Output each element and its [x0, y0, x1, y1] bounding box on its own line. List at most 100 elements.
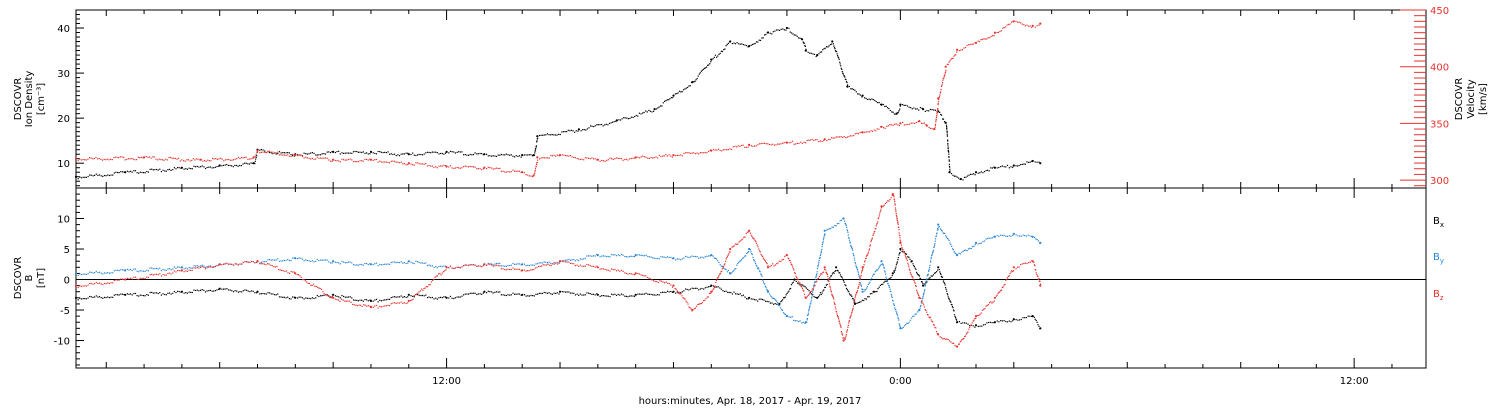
trace-dot-velocity [747, 146, 749, 148]
trace-dot-ion-density [804, 45, 806, 47]
trace-dot-by [767, 290, 769, 292]
trace-dot-velocity [237, 156, 239, 158]
trace-dot-bz [856, 291, 858, 293]
trace-dot-velocity [463, 166, 465, 168]
trace-dot-velocity [627, 159, 629, 161]
trace-dot-velocity [354, 161, 356, 163]
trace-dot-velocity [106, 158, 108, 160]
trace-dot-by [390, 261, 392, 264]
trace-dot-by [107, 272, 109, 274]
trace-dot-bx [298, 296, 300, 298]
trace-dot-by [1000, 234, 1002, 236]
trace-dot-by [945, 235, 947, 237]
trace-dot-by [821, 246, 823, 248]
trace-dot-by [89, 271, 91, 273]
trace-dot-bz [262, 263, 264, 265]
trace-dot-bx [838, 272, 840, 274]
trace-dot-bz [352, 303, 354, 305]
trace-dot-bx [193, 289, 195, 291]
trace-dot-by [303, 260, 305, 262]
trace-dot-velocity [293, 153, 295, 156]
trace-dot-bx [884, 280, 886, 282]
trace-dot-ion-density [665, 100, 667, 102]
trace-dot-bx [221, 288, 223, 290]
trace-dot-by [827, 228, 829, 230]
trace-dot-ion-density [583, 129, 585, 131]
trace-dot-ion-density [838, 58, 840, 60]
trace-dot-bz [832, 297, 834, 299]
data-point-velocity [748, 143, 751, 146]
trace-dot-by [891, 295, 893, 297]
trace-dot-velocity [346, 159, 348, 161]
trace-dot-by [836, 223, 839, 225]
trace-dot-ion-density [232, 166, 234, 168]
trace-dot-velocity [818, 141, 820, 143]
trace-dot-velocity [202, 160, 204, 162]
trace-dot-bz [173, 270, 175, 272]
trace-dot-bz [216, 265, 218, 267]
data-point-by [1012, 232, 1015, 235]
trace-dot-ion-density [696, 77, 698, 80]
trace-dot-ion-density [126, 170, 128, 172]
trace-dot-ion-density [882, 103, 884, 106]
trace-dot-ion-density [905, 104, 907, 106]
trace-dot-by [380, 264, 382, 266]
trace-dot-bz [241, 263, 243, 265]
trace-dot-velocity [487, 166, 489, 168]
trace-dot-bz [963, 337, 965, 340]
trace-dot-by [880, 263, 882, 265]
trace-dot-velocity [534, 169, 536, 172]
trace-dot-by [856, 269, 859, 271]
trace-dot-by [686, 256, 688, 258]
trace-dot-bx [525, 295, 527, 297]
trace-dot-bz [276, 265, 278, 268]
trace-dot-by [334, 261, 336, 263]
trace-dot-bx [497, 291, 499, 293]
data-point-bz [558, 260, 562, 263]
trace-dot-ion-density [615, 120, 617, 122]
data-point-ion-density [861, 94, 864, 97]
trace-dot-velocity [853, 134, 855, 137]
trace-dot-bz [541, 265, 543, 267]
trace-dot-bz [421, 288, 423, 290]
trace-dot-bx [1001, 320, 1003, 322]
trace-dot-bz [244, 261, 246, 263]
trace-dot-bx [819, 292, 821, 294]
trace-dot-velocity [387, 161, 389, 163]
trace-dot-by [168, 268, 171, 270]
trace-dot-bx [242, 290, 244, 292]
trace-dot-ion-density [802, 41, 804, 43]
trace-dot-velocity [440, 165, 442, 167]
trace-dot-bx [203, 289, 205, 291]
trace-dot-bx [875, 291, 877, 293]
trace-dot-bx [146, 294, 148, 296]
trace-dot-velocity [591, 157, 593, 159]
trace-dot-bz [834, 303, 836, 306]
trace-dot-by [670, 256, 672, 258]
trace-dot-velocity [260, 151, 262, 153]
trace-dot-bz [781, 259, 783, 261]
trace-dot-ion-density [836, 53, 838, 55]
trace-dot-by [632, 255, 634, 258]
trace-dot-bz [308, 282, 310, 284]
trace-dot-velocity [512, 169, 514, 171]
trace-dot-by [574, 260, 576, 262]
trace-dot-bz [908, 268, 910, 270]
trace-dot-bz [659, 280, 661, 282]
trace-dot-bz [108, 282, 110, 284]
trace-dot-bz [798, 281, 800, 283]
trace-dot-velocity [709, 149, 711, 151]
trace-dot-velocity [328, 159, 330, 161]
trace-dot-bz [849, 316, 851, 318]
trace-dot-ion-density [643, 111, 645, 114]
trace-dot-ion-density [582, 129, 584, 131]
trace-dot-bz [671, 286, 674, 288]
trace-dot-velocity [827, 138, 830, 140]
trace-dot-velocity [960, 49, 962, 51]
trace-dot-bz [167, 272, 169, 275]
trace-dot-by [313, 261, 315, 263]
trace-dot-bz [917, 294, 919, 296]
trace-dot-by [905, 324, 907, 326]
trace-dot-velocity [283, 154, 285, 156]
